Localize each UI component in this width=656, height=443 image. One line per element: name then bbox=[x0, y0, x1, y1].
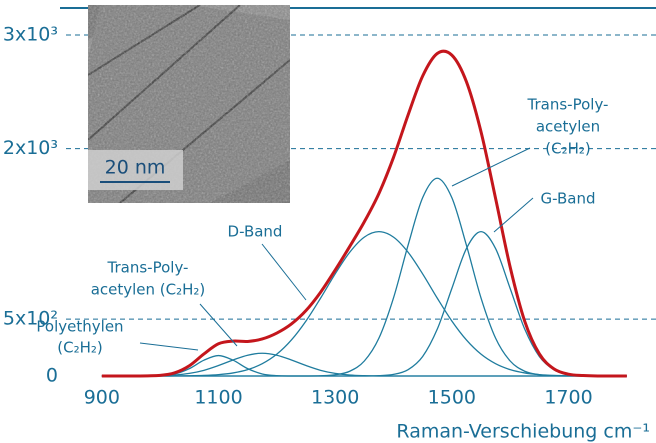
component-curve bbox=[101, 177, 627, 377]
fit-curve bbox=[101, 49, 627, 378]
annotation: (C₂H₂) bbox=[57, 339, 102, 357]
y-tick-label: 3x10³ bbox=[3, 24, 58, 46]
y-tick-label: 2x10³ bbox=[3, 137, 58, 159]
x-tick-label: 1500 bbox=[428, 387, 476, 409]
leader-line bbox=[451, 147, 531, 187]
leader-line bbox=[261, 243, 307, 301]
y-tick-label: 5x10² bbox=[3, 308, 58, 330]
annotation: acetylen bbox=[536, 118, 600, 136]
plot-area: 0 5x10² 2x10³ 3x10³ 900 1100 1300 1500 1700 Trans… bbox=[3, 24, 656, 409]
leader-line bbox=[139, 342, 199, 351]
leader-line bbox=[493, 197, 534, 233]
x-tick-label: 1300 bbox=[311, 387, 359, 409]
annotation: Trans-Poly- bbox=[107, 259, 189, 277]
annotation: (C₂H₂) bbox=[545, 140, 590, 158]
annotation: D-Band bbox=[228, 223, 283, 241]
x-tick-label: 1700 bbox=[544, 387, 592, 409]
annotation: acetylen (C₂H₂) bbox=[91, 281, 206, 299]
x-tick-label: 1100 bbox=[194, 387, 242, 409]
tem-inset: 20 nm bbox=[88, 5, 290, 203]
annotation: G-Band bbox=[540, 190, 595, 208]
component-curve bbox=[101, 230, 627, 377]
x-axis-title: Raman-Verschiebung cm⁻¹ bbox=[396, 421, 650, 443]
annotation: Polyethylen bbox=[36, 318, 123, 336]
y-tick-label: 0 bbox=[46, 365, 58, 387]
annotation: Trans-Poly- bbox=[527, 96, 609, 114]
x-tick-label: 900 bbox=[84, 387, 120, 409]
scale-label: 20 nm bbox=[105, 157, 166, 179]
leader-line bbox=[199, 303, 238, 347]
component-curve bbox=[101, 230, 627, 377]
